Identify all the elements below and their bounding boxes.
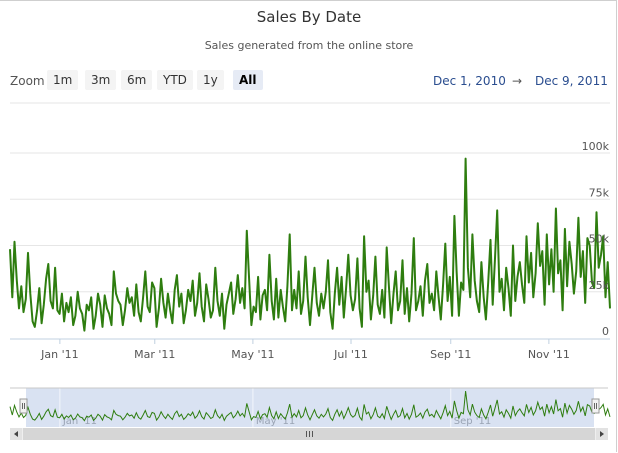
x-tick-label: Jan '11 [40, 348, 78, 361]
navigator-series-line [9, 390, 611, 422]
y-tick-label: 50k [589, 233, 610, 246]
navigator-left-handle[interactable] [19, 398, 28, 414]
range-to-input[interactable]: Dec 9, 2011 [535, 74, 608, 88]
zoom-label: Zoom [10, 74, 45, 88]
navigator-x-label: May '11 [256, 416, 295, 427]
sales-series-line [9, 157, 611, 332]
range-arrow: → [512, 74, 523, 88]
navigator-x-labels: Jan '11 May '11 Sep '11 [59, 388, 492, 427]
y-tick-label: 100k [582, 140, 610, 153]
chart-title: Sales By Date [256, 8, 362, 26]
navigator-selected-range[interactable] [26, 388, 594, 427]
zoom-3m-button[interactable]: 3m [85, 70, 117, 90]
scrollbar-left-arrow[interactable] [10, 428, 22, 440]
navigator-x-label: Jan '11 [62, 416, 97, 427]
scrollbar-thumb[interactable] [23, 428, 595, 440]
y-tick-label: 25k [589, 279, 610, 292]
scrollbar-right-arrow[interactable] [596, 428, 608, 440]
x-tick-label: Mar '11 [134, 348, 175, 361]
y-tick-label: 75k [589, 186, 610, 199]
chart-subtitle: Sales generated from the online store [204, 39, 414, 52]
zoom-ytd-button[interactable]: YTD [157, 70, 193, 90]
grid-lines [10, 152, 610, 293]
x-tick-label: Sep '11 [430, 348, 471, 361]
x-tick-label: May '11 [231, 348, 274, 361]
x-tick-label: Jul '11 [333, 348, 368, 361]
range-from-input[interactable]: Dec 1, 2010 [433, 74, 506, 88]
zoom-6m-button[interactable]: 6m [121, 70, 153, 90]
y-tick-label: 0 [602, 325, 609, 338]
navigator-right-handle[interactable] [591, 398, 600, 414]
navigator-x-label: Sep '11 [454, 416, 492, 427]
zoom-all-button[interactable]: All [233, 70, 263, 90]
zoom-1m-button[interactable]: 1m [47, 70, 79, 90]
x-tick-label: Nov '11 [528, 348, 570, 361]
y-axis: 0 25k 50k 75k 100k [582, 140, 610, 338]
x-axis: Jan '11 Mar '11 May '11 Jul '11 Sep '11 Nov '… [10, 338, 610, 361]
zoom-1y-button[interactable]: 1y [197, 70, 224, 90]
